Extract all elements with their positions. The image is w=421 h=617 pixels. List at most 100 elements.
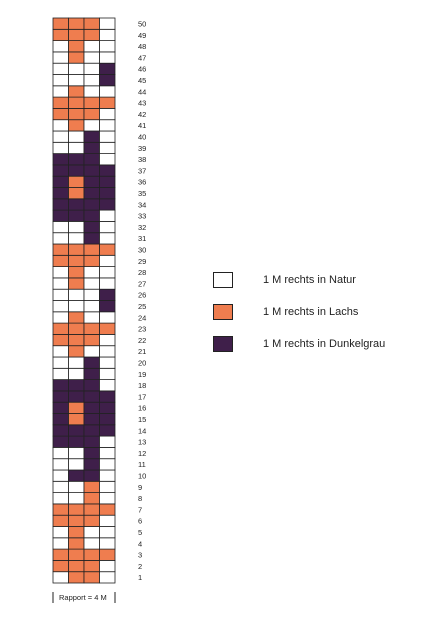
stitch-cell <box>68 345 85 358</box>
row-number: 20 <box>138 358 146 367</box>
row-number: 23 <box>138 325 146 334</box>
row-number: 37 <box>138 166 146 175</box>
stitch-cell <box>83 322 100 335</box>
stitch-cell <box>52 458 69 471</box>
stitch-cell <box>68 424 85 437</box>
row-number: 21 <box>138 347 146 356</box>
stitch-cell <box>83 548 100 561</box>
stitch-cell <box>52 356 69 369</box>
stitch-cell <box>83 560 100 573</box>
row-number: 5 <box>138 528 142 537</box>
row-number: 19 <box>138 370 146 379</box>
stitch-cell <box>83 40 100 53</box>
legend-swatch-natur <box>213 272 233 288</box>
row-number: 30 <box>138 245 146 254</box>
stitch-cell <box>99 345 116 358</box>
stitch-cell <box>99 514 116 527</box>
stitch-cell <box>52 130 69 143</box>
stitch-cell <box>83 198 100 211</box>
stitch-cell <box>68 537 85 550</box>
stitch-cell <box>99 187 116 200</box>
stitch-cell <box>68 17 85 30</box>
stitch-cell <box>83 300 100 313</box>
stitch-cell <box>83 288 100 301</box>
stitch-cell <box>99 277 116 290</box>
stitch-cell <box>68 40 85 53</box>
stitch-cell <box>52 503 69 516</box>
row-number: 3 <box>138 551 142 560</box>
row-number: 8 <box>138 494 142 503</box>
stitch-cell <box>99 175 116 188</box>
stitch-cell <box>68 119 85 132</box>
stitch-cell <box>68 401 85 414</box>
stitch-cell <box>99 480 116 493</box>
stitch-cell <box>52 243 69 256</box>
row-number: 27 <box>138 279 146 288</box>
stitch-cell <box>83 96 100 109</box>
stitch-cell <box>99 300 116 313</box>
stitch-cell <box>52 492 69 505</box>
row-number: 41 <box>138 121 146 130</box>
stitch-cell <box>83 266 100 279</box>
stitch-cell <box>68 141 85 155</box>
row-number: 28 <box>138 268 146 277</box>
stitch-cell <box>83 141 100 155</box>
row-number: 46 <box>138 65 146 74</box>
row-number: 10 <box>138 471 146 480</box>
row-number: 24 <box>138 313 146 322</box>
stitch-cell <box>52 74 69 87</box>
stitch-cell <box>52 435 69 448</box>
stitch-cell <box>83 469 100 482</box>
row-number: 16 <box>138 404 146 413</box>
stitch-cell <box>83 119 100 132</box>
stitch-cell <box>52 141 69 155</box>
stitch-cell <box>83 108 100 121</box>
row-number: 2 <box>138 562 142 571</box>
stitch-cell <box>68 480 85 493</box>
stitch-cell <box>52 198 69 211</box>
stitch-cell <box>68 469 85 482</box>
stitch-cell <box>68 28 85 41</box>
stitch-cell <box>68 311 85 324</box>
row-number: 22 <box>138 336 146 345</box>
stitch-cell <box>99 130 116 143</box>
stitch-cell <box>99 220 116 234</box>
row-number: 48 <box>138 42 146 51</box>
stitch-cell <box>99 526 116 539</box>
stitch-cell <box>83 311 100 324</box>
stitch-cell <box>99 469 116 482</box>
stitch-cell <box>52 51 69 64</box>
row-number: 13 <box>138 438 146 447</box>
stitch-cell <box>83 514 100 527</box>
stitch-cell <box>99 322 116 335</box>
stitch-cell <box>52 480 69 493</box>
row-number: 34 <box>138 200 146 209</box>
stitch-cell <box>68 356 85 369</box>
stitch-cell <box>68 526 85 539</box>
stitch-cell <box>52 322 69 335</box>
stitch-cell <box>83 187 100 200</box>
stitch-cell <box>52 446 69 460</box>
row-number: 15 <box>138 415 146 424</box>
stitch-cell <box>99 311 116 324</box>
row-number: 14 <box>138 426 146 435</box>
stitch-cell <box>99 74 116 87</box>
stitch-cell <box>52 367 69 380</box>
stitch-cell <box>99 96 116 109</box>
row-number: 38 <box>138 155 146 164</box>
stitch-cell <box>52 187 69 200</box>
stitch-cell <box>52 108 69 121</box>
stitch-cell <box>68 367 85 380</box>
stitch-cell <box>83 232 100 245</box>
row-number: 45 <box>138 76 146 85</box>
stitch-cell <box>83 153 100 166</box>
stitch-cell <box>99 164 116 177</box>
stitch-cell <box>52 277 69 290</box>
row-number: 7 <box>138 505 142 514</box>
row-number: 18 <box>138 381 146 390</box>
stitch-cell <box>99 232 116 245</box>
stitch-cell <box>52 537 69 550</box>
stitch-cell <box>52 424 69 437</box>
legend-swatch-dunkelgrau <box>213 336 233 352</box>
stitch-cell <box>68 232 85 245</box>
